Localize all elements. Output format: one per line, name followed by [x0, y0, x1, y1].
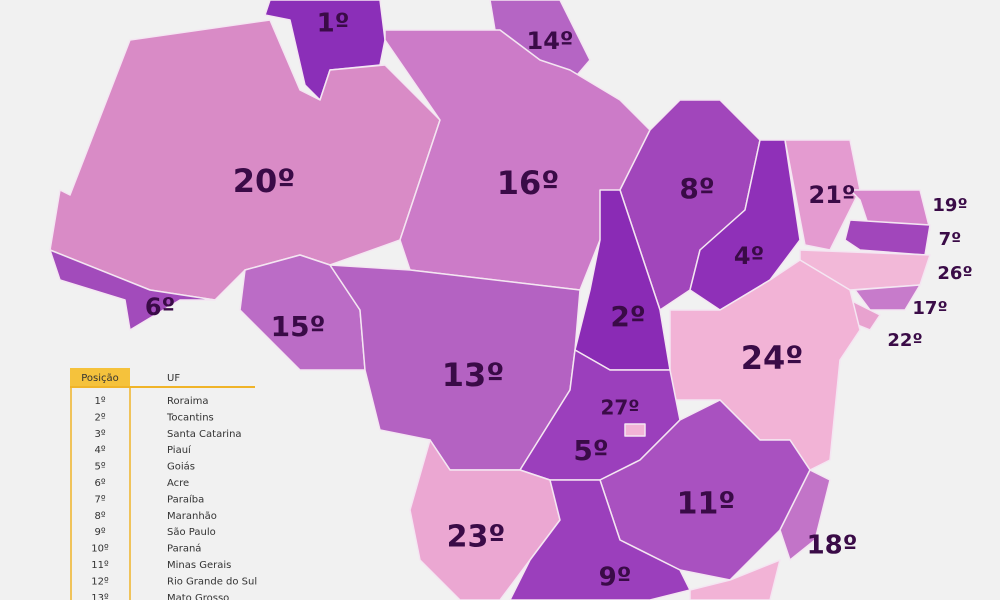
rank-cell: 9º — [94, 527, 105, 538]
rank-cell: 5º — [94, 462, 105, 473]
rank-cell: 6º — [94, 478, 105, 489]
rank-label: 2º — [610, 300, 645, 333]
rank-cell: 11º — [91, 560, 109, 571]
state-cell: Maranhão — [167, 511, 217, 522]
state-distrito-federal — [624, 423, 646, 437]
state-cell: São Paulo — [167, 527, 216, 538]
state-cell: Santa Catarina — [167, 429, 242, 440]
rank-label: 5º — [573, 434, 608, 467]
rank-cell: 2º — [94, 412, 105, 423]
rank-label: 15º — [271, 310, 326, 343]
rank-cell: 12º — [91, 576, 109, 587]
rank-label: 9º — [599, 563, 632, 593]
rank-label: 13º — [442, 356, 505, 394]
rank-label: 17º — [912, 298, 947, 319]
state-cell: Paraná — [167, 543, 201, 555]
rank-label: 19º — [932, 195, 967, 216]
state-rio-de-janeiro — [689, 559, 781, 600]
rank-label: 21º — [809, 181, 856, 209]
states — [49, 0, 931, 600]
rank-label: 27º — [600, 396, 639, 420]
state-paraiba — [844, 219, 931, 256]
state-cell: Acre — [167, 478, 189, 489]
rank-label: 22º — [887, 330, 922, 351]
state-cell: Rio Grande do Sul — [167, 576, 257, 587]
state-cell: Mato Grosso — [167, 593, 229, 600]
state-sao-paulo — [509, 479, 691, 600]
rank-label: 26º — [937, 263, 972, 284]
table-header: Posição — [81, 373, 119, 384]
state-cell: Paraíba — [167, 493, 204, 505]
rank-labels: 1º 14º 20º 16º 8º 21º 19º 7º 26º 17º 22º 4º 6º 15º 2º 2… — [145, 9, 973, 593]
rank-label: 8º — [679, 172, 714, 205]
rank-cell: 3º — [94, 429, 105, 440]
rank-cell: 1º — [94, 396, 105, 407]
rank-cell: 8º — [94, 511, 105, 522]
table-header: UF — [167, 373, 180, 384]
rank-label: 14º — [527, 27, 574, 55]
rank-label: 18º — [807, 531, 858, 561]
state-cell: Goiás — [167, 461, 195, 473]
rank-label: 16º — [497, 164, 560, 202]
rank-cell: 13º — [91, 593, 109, 600]
state-alagoas — [854, 284, 921, 311]
state-cell: Minas Gerais — [167, 560, 231, 571]
rank-label: 11º — [677, 487, 736, 522]
state-espirito-santo — [779, 469, 831, 561]
state-cell: Tocantins — [166, 412, 214, 423]
rank-label: 1º — [317, 9, 350, 39]
rank-label: 23º — [447, 520, 506, 555]
state-cell: Piauí — [167, 444, 192, 456]
rank-cell: 7º — [94, 494, 105, 505]
rank-label: 6º — [145, 293, 175, 321]
rank-label: 24º — [741, 339, 804, 377]
state-ceara — [784, 139, 861, 251]
state-cell: Roraima — [167, 396, 209, 407]
state-acre — [49, 249, 216, 331]
rank-label: 4º — [734, 242, 764, 270]
rank-label: 7º — [939, 229, 962, 250]
rank-label: 20º — [233, 162, 296, 200]
ranking-table: Posição UF 1º Roraima 2º Tocantins 3º Santa C… — [70, 368, 257, 600]
header-highlight — [70, 368, 130, 386]
rank-cell: 4º — [94, 445, 105, 456]
rank-cell: 10º — [91, 544, 109, 555]
